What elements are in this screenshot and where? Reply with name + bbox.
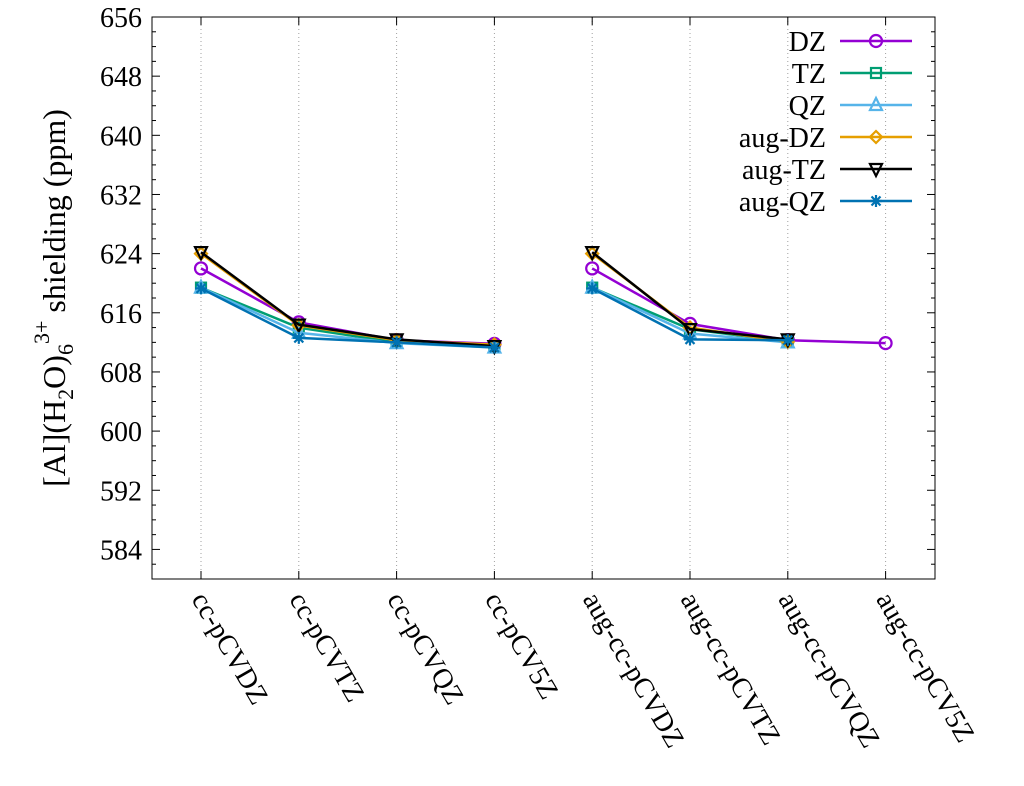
series-line-aug-tz-group-1	[200, 251, 495, 348]
series-aug-qz	[195, 282, 794, 354]
point-aug-qz-cc-pcvtz	[292, 331, 305, 344]
series-aug-tz	[193, 246, 796, 356]
legend-label-aug-tz: aug-TZ	[742, 155, 826, 186]
point-aug-qz-cc-pcv5z	[488, 341, 501, 354]
y-tick-label-640: 640	[100, 121, 142, 152]
point-aug-tz-cc-pcvtz	[291, 318, 307, 335]
y-tick-label-624: 624	[100, 240, 142, 271]
point-aug-tz-cc-pcvdz	[193, 246, 209, 262]
ylabel-part-a: [Al](H	[36, 400, 72, 487]
x-tick-label-cc-pcv5z: cc-pCV5Z	[478, 587, 564, 705]
ylabel-part-b: O)	[36, 355, 72, 389]
x-tick-label-cc-pcvdz: cc-pCVDZ	[185, 587, 274, 710]
series-line-dz-group-2	[591, 267, 886, 345]
point-dz-aug-cc-pcv5z	[878, 336, 893, 351]
legend-marker-aug-dz	[868, 129, 884, 145]
y-tick-label-616: 616	[100, 299, 142, 330]
legend-label-aug-qz: aug-QZ	[739, 187, 826, 218]
series-line-qz-group-1	[200, 286, 495, 349]
grid-layer	[200, 17, 887, 579]
legend-label-tz: TZ	[792, 59, 826, 90]
point-aug-tz-aug-cc-pcvdz	[584, 246, 600, 262]
y-tick-label-648: 648	[100, 62, 142, 93]
legend-label-dz: DZ	[789, 27, 826, 58]
x-tick-label-cc-pcvqz: cc-pCVQZ	[381, 587, 470, 710]
ylabel-part-c: shielding (ppm)	[36, 109, 72, 321]
point-aug-qz-cc-pcvqz	[390, 336, 403, 349]
point-aug-qz-aug-cc-pcvqz	[781, 334, 794, 347]
series-line-aug-qz-group-1	[200, 287, 495, 349]
legend-marker-tz	[869, 66, 883, 80]
y-tick-label-592: 592	[100, 476, 142, 507]
point-aug-qz-aug-cc-pcvtz	[684, 333, 696, 346]
x-tick-label-cc-pcvtz: cc-pCVTZ	[283, 587, 370, 708]
ylabel-sub-1: 2	[53, 389, 78, 400]
legend-marker-dz	[868, 33, 884, 49]
y-axis-label: [Al](H2O)63+ shielding (ppm)	[29, 109, 78, 487]
ylabel-sup: 3+	[29, 321, 54, 344]
legend-label-qz: QZ	[789, 91, 826, 122]
point-dz-cc-pcvdz	[193, 261, 209, 276]
x-tick-label-aug-cc-pcvtz: aug-cc-pCVTZ	[674, 587, 786, 751]
y-tick-label-608: 608	[100, 358, 142, 389]
y-tick-label-656: 656	[100, 3, 142, 34]
point-dz-aug-cc-pcvdz	[585, 261, 600, 276]
legend-marker-qz	[868, 95, 884, 112]
point-aug-qz-cc-pcvdz	[195, 282, 207, 295]
x-tick-label-aug-cc-pcvqz: aug-cc-pCVQZ	[772, 587, 886, 753]
y-tick-label-584: 584	[100, 535, 142, 566]
y-tick-label-632: 632	[100, 180, 142, 211]
ylabel-sub-2: 6	[53, 344, 78, 355]
series-line-aug-tz-group-2	[591, 251, 788, 341]
x-tick-label-aug-cc-pcvdz: aug-cc-pCVDZ	[576, 587, 690, 753]
legend-marker-aug-tz	[868, 162, 884, 179]
x-tick-label-aug-cc-pcv5z: aug-cc-pCV5Z	[870, 587, 981, 748]
series-layer	[193, 246, 893, 356]
point-aug-qz-aug-cc-pcvdz	[586, 282, 599, 295]
legend-marker-aug-qz	[870, 195, 882, 207]
y-tick-label-600: 600	[100, 417, 142, 448]
point-aug-tz-aug-cc-pcvtz	[682, 322, 698, 339]
legend-label-aug-dz: aug-DZ	[739, 123, 826, 154]
